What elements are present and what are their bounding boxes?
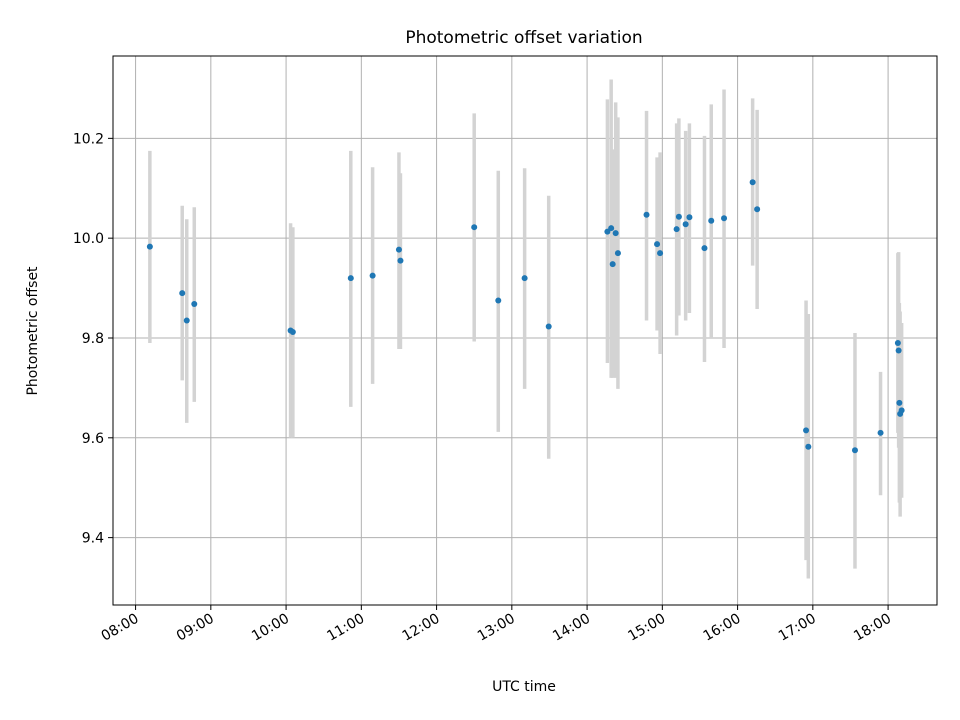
x-tick-label: 16:00 (701, 611, 744, 645)
data-point (686, 214, 693, 221)
data-point (682, 221, 689, 228)
data-point (614, 250, 621, 257)
y-tick-label: 9.8 (82, 331, 104, 347)
x-axis-ticks: 08:00 09:00 10:00 11:00 12:00 13:00 14:00 15:00… (99, 605, 894, 645)
data-point (754, 206, 761, 213)
data-point (721, 215, 728, 222)
y-tick-label: 9.6 (82, 431, 104, 447)
data-point (898, 407, 905, 414)
data-point (877, 429, 884, 436)
data-point (608, 225, 615, 232)
data-point (643, 211, 650, 218)
x-tick-label: 11:00 (324, 611, 367, 645)
data-point (471, 224, 478, 231)
data-point (657, 250, 664, 257)
data-point (612, 230, 619, 237)
data-point (675, 213, 682, 220)
data-point (369, 272, 376, 279)
data-point (708, 217, 715, 224)
x-tick-label: 17:00 (776, 611, 819, 645)
x-tick-label: 18:00 (851, 611, 894, 645)
y-axis-label: Photometric offset (25, 266, 41, 396)
data-point (805, 443, 812, 450)
data-point (179, 290, 186, 297)
data-point (191, 301, 198, 308)
data-point (289, 328, 296, 335)
data-point (183, 317, 190, 324)
plot-frame (112, 55, 938, 606)
data-point (896, 399, 903, 406)
data-point (521, 275, 528, 282)
data-point (701, 245, 708, 252)
data-points (146, 179, 905, 454)
data-point (654, 241, 661, 248)
data-point (604, 228, 611, 235)
x-tick-label: 15:00 (625, 611, 668, 645)
data-point (609, 261, 616, 268)
data-point (395, 246, 402, 253)
data-point (673, 226, 680, 233)
y-tick-label: 10.0 (73, 231, 104, 247)
data-point (894, 339, 901, 346)
y-tick-label: 9.4 (82, 531, 104, 547)
x-tick-label: 10:00 (249, 611, 292, 645)
data-point (146, 243, 153, 250)
data-point (851, 447, 858, 454)
chart-title: Photometric offset variation (405, 28, 642, 48)
x-tick-label: 13:00 (475, 611, 518, 645)
y-axis-ticks: 9.4 9.6 9.8 10.0 10.2 (73, 131, 113, 547)
data-point (895, 347, 902, 354)
x-tick-label: 12:00 (400, 611, 443, 645)
x-tick-label: 08:00 (99, 611, 142, 645)
data-point (347, 275, 354, 282)
data-point (495, 297, 502, 304)
data-point (803, 427, 810, 434)
error-bars (148, 79, 904, 579)
x-tick-label: 09:00 (174, 611, 217, 645)
y-tick-label: 10.2 (73, 131, 104, 147)
x-axis-label: UTC time (492, 679, 556, 695)
x-tick-label: 14:00 (550, 611, 593, 645)
data-point (545, 323, 552, 330)
data-point (397, 257, 404, 264)
data-point (749, 179, 756, 186)
